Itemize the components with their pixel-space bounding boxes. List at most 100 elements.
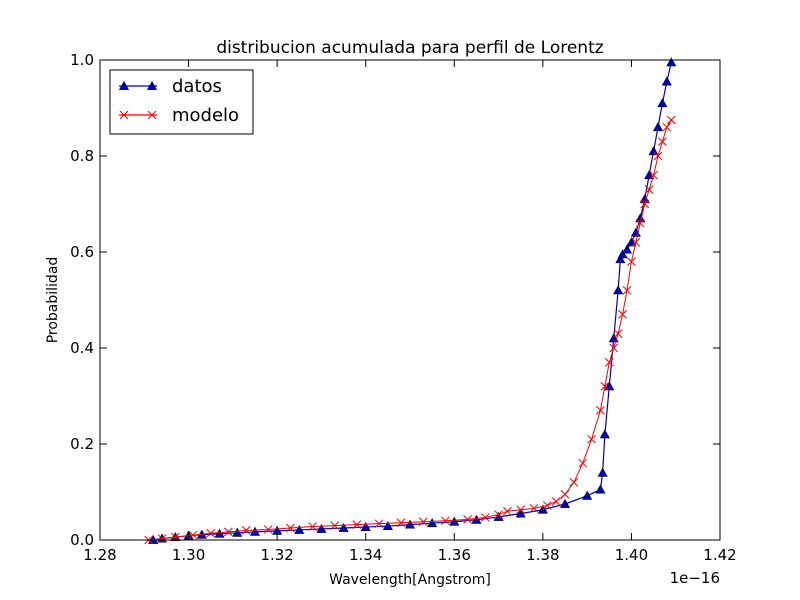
x-tick-label: 1.40 xyxy=(615,546,648,564)
data-point xyxy=(249,526,261,536)
data-point xyxy=(330,521,340,530)
data-point xyxy=(382,520,393,530)
data-point xyxy=(615,254,626,264)
data-point xyxy=(480,513,490,522)
legend-label-modelo: modelo xyxy=(172,105,239,126)
data-point xyxy=(494,510,503,519)
legend-marker-modelo xyxy=(147,110,157,120)
data-point xyxy=(427,518,438,528)
data-point xyxy=(658,137,667,146)
data-point xyxy=(232,527,243,537)
x-tick-label: 1.38 xyxy=(526,546,559,564)
y-tick-label: 0.8 xyxy=(70,147,94,165)
data-point xyxy=(569,478,579,487)
legend-box xyxy=(109,69,254,135)
x-tick-label: 1.32 xyxy=(260,546,293,564)
data-point xyxy=(661,76,672,86)
data-point xyxy=(652,122,664,132)
data-point xyxy=(587,434,596,444)
data-point xyxy=(644,185,654,194)
data-point xyxy=(596,406,605,415)
data-point xyxy=(662,122,672,132)
data-point xyxy=(551,497,561,506)
ticks-layer: 1.28 1.30 1.32 1.34 1.36 1.38 1.40 1.42 0.0 0.2 0.… xyxy=(70,51,737,564)
data-point xyxy=(441,516,450,526)
data-point xyxy=(214,528,225,538)
data-point xyxy=(515,508,526,518)
series-modelo xyxy=(144,115,676,545)
data-point xyxy=(613,329,623,338)
plot-area xyxy=(99,57,721,545)
data-point xyxy=(617,249,628,259)
data-point xyxy=(224,527,233,537)
y-tick-label: 0.6 xyxy=(70,243,94,261)
legend-marker-datos xyxy=(146,80,158,90)
data-point xyxy=(352,520,362,529)
data-point xyxy=(599,429,610,439)
chart-title: distribucion acumulada para perfil de Lo… xyxy=(216,38,603,58)
data-point xyxy=(622,286,632,295)
data-point xyxy=(666,57,677,67)
data-point xyxy=(404,519,416,529)
x-tick-label: 1.28 xyxy=(83,546,116,564)
data-point xyxy=(206,528,216,538)
data-point xyxy=(595,484,606,494)
data-point xyxy=(649,170,658,180)
data-point xyxy=(597,467,608,477)
x-axis-offset-label: 1e−16 xyxy=(670,569,720,587)
data-point xyxy=(471,514,482,524)
data-point xyxy=(529,503,539,513)
series-layer xyxy=(144,57,677,545)
data-point xyxy=(396,518,406,528)
data-point xyxy=(618,310,627,319)
y-tick-label: 0.4 xyxy=(70,339,94,357)
data-point xyxy=(316,523,327,533)
data-point xyxy=(294,524,305,534)
data-point xyxy=(463,515,472,524)
data-point xyxy=(241,526,251,535)
data-point xyxy=(263,525,273,534)
data-point xyxy=(157,534,167,543)
data-point xyxy=(516,505,526,515)
data-point xyxy=(640,199,650,209)
x-tick-label: 1.34 xyxy=(349,546,382,564)
data-point xyxy=(360,521,371,531)
y-tick-label: 0.2 xyxy=(70,435,94,453)
x-tick-label: 1.30 xyxy=(172,546,205,564)
x-tick-label: 1.36 xyxy=(438,546,471,564)
data-point xyxy=(338,522,349,532)
data-point xyxy=(635,218,645,228)
legend-label-datos: datos xyxy=(172,76,222,97)
data-point xyxy=(559,498,571,508)
data-point xyxy=(308,522,317,531)
data-point xyxy=(627,257,636,266)
data-point xyxy=(604,358,614,367)
data-point xyxy=(631,238,641,247)
data-point xyxy=(653,151,663,161)
x-axis-label: Wavelength[Angstrom] xyxy=(329,572,491,588)
legend: datos modelo xyxy=(109,69,254,135)
data-point xyxy=(582,490,593,500)
plot-frame xyxy=(99,59,721,541)
y-axis-label: Probabilidad xyxy=(45,257,61,344)
data-point xyxy=(666,115,676,125)
data-point xyxy=(188,530,198,540)
data-point xyxy=(600,382,610,391)
data-point xyxy=(648,146,659,156)
data-point xyxy=(657,98,668,108)
legend-marker-datos xyxy=(118,80,130,90)
data-point xyxy=(609,343,619,353)
data-point xyxy=(621,244,633,254)
data-point xyxy=(537,504,548,514)
data-point xyxy=(286,523,295,533)
data-point xyxy=(449,516,460,526)
data-point xyxy=(374,519,384,529)
data-point xyxy=(578,458,588,468)
x-tick-label: 1.42 xyxy=(703,546,736,564)
data-point xyxy=(560,490,570,499)
data-point xyxy=(542,501,552,510)
legend-marker-modelo xyxy=(119,110,129,120)
data-point xyxy=(613,285,624,295)
y-tick-label: 1.0 xyxy=(70,51,94,69)
